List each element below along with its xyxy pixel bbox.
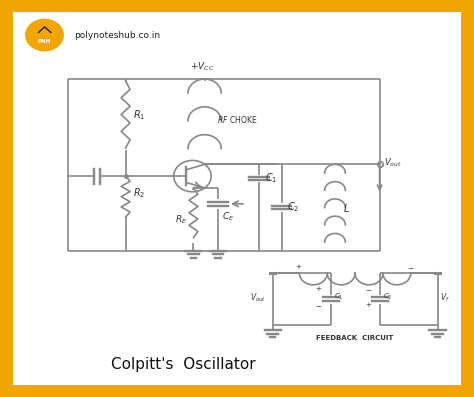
Text: +: +: [315, 286, 321, 292]
Text: $RF$ CHOKE: $RF$ CHOKE: [217, 114, 257, 125]
Circle shape: [26, 19, 63, 51]
Text: $C_2$: $C_2$: [287, 200, 299, 214]
Text: $C_E$: $C_E$: [221, 211, 234, 224]
Text: +: +: [295, 264, 301, 270]
Text: $+V_{CC}$: $+V_{CC}$: [190, 61, 215, 73]
Text: PNH: PNH: [38, 39, 51, 44]
Text: $-$: $-$: [407, 264, 414, 270]
Text: $-$: $-$: [365, 286, 373, 292]
Text: $L$: $L$: [343, 202, 350, 214]
Text: $C_1$: $C_1$: [264, 172, 277, 185]
Text: $C_2$: $C_2$: [383, 292, 392, 303]
Text: Colpitt's  Oscillator: Colpitt's Oscillator: [111, 357, 256, 372]
Text: $R_1$: $R_1$: [133, 108, 145, 122]
Text: $R_E$: $R_E$: [175, 213, 187, 225]
Text: $-$: $-$: [315, 303, 322, 308]
Text: polynoteshub.co.in: polynoteshub.co.in: [74, 31, 161, 40]
Text: $R_2$: $R_2$: [133, 187, 145, 200]
Text: $C_1$: $C_1$: [334, 292, 344, 303]
Text: FEEDBACK  CIRCUIT: FEEDBACK CIRCUIT: [316, 335, 394, 341]
Text: +: +: [365, 303, 371, 308]
Text: $V_f$: $V_f$: [440, 291, 449, 304]
Text: $V_{out}$: $V_{out}$: [250, 291, 266, 304]
Text: $V_{out}$: $V_{out}$: [384, 156, 401, 169]
